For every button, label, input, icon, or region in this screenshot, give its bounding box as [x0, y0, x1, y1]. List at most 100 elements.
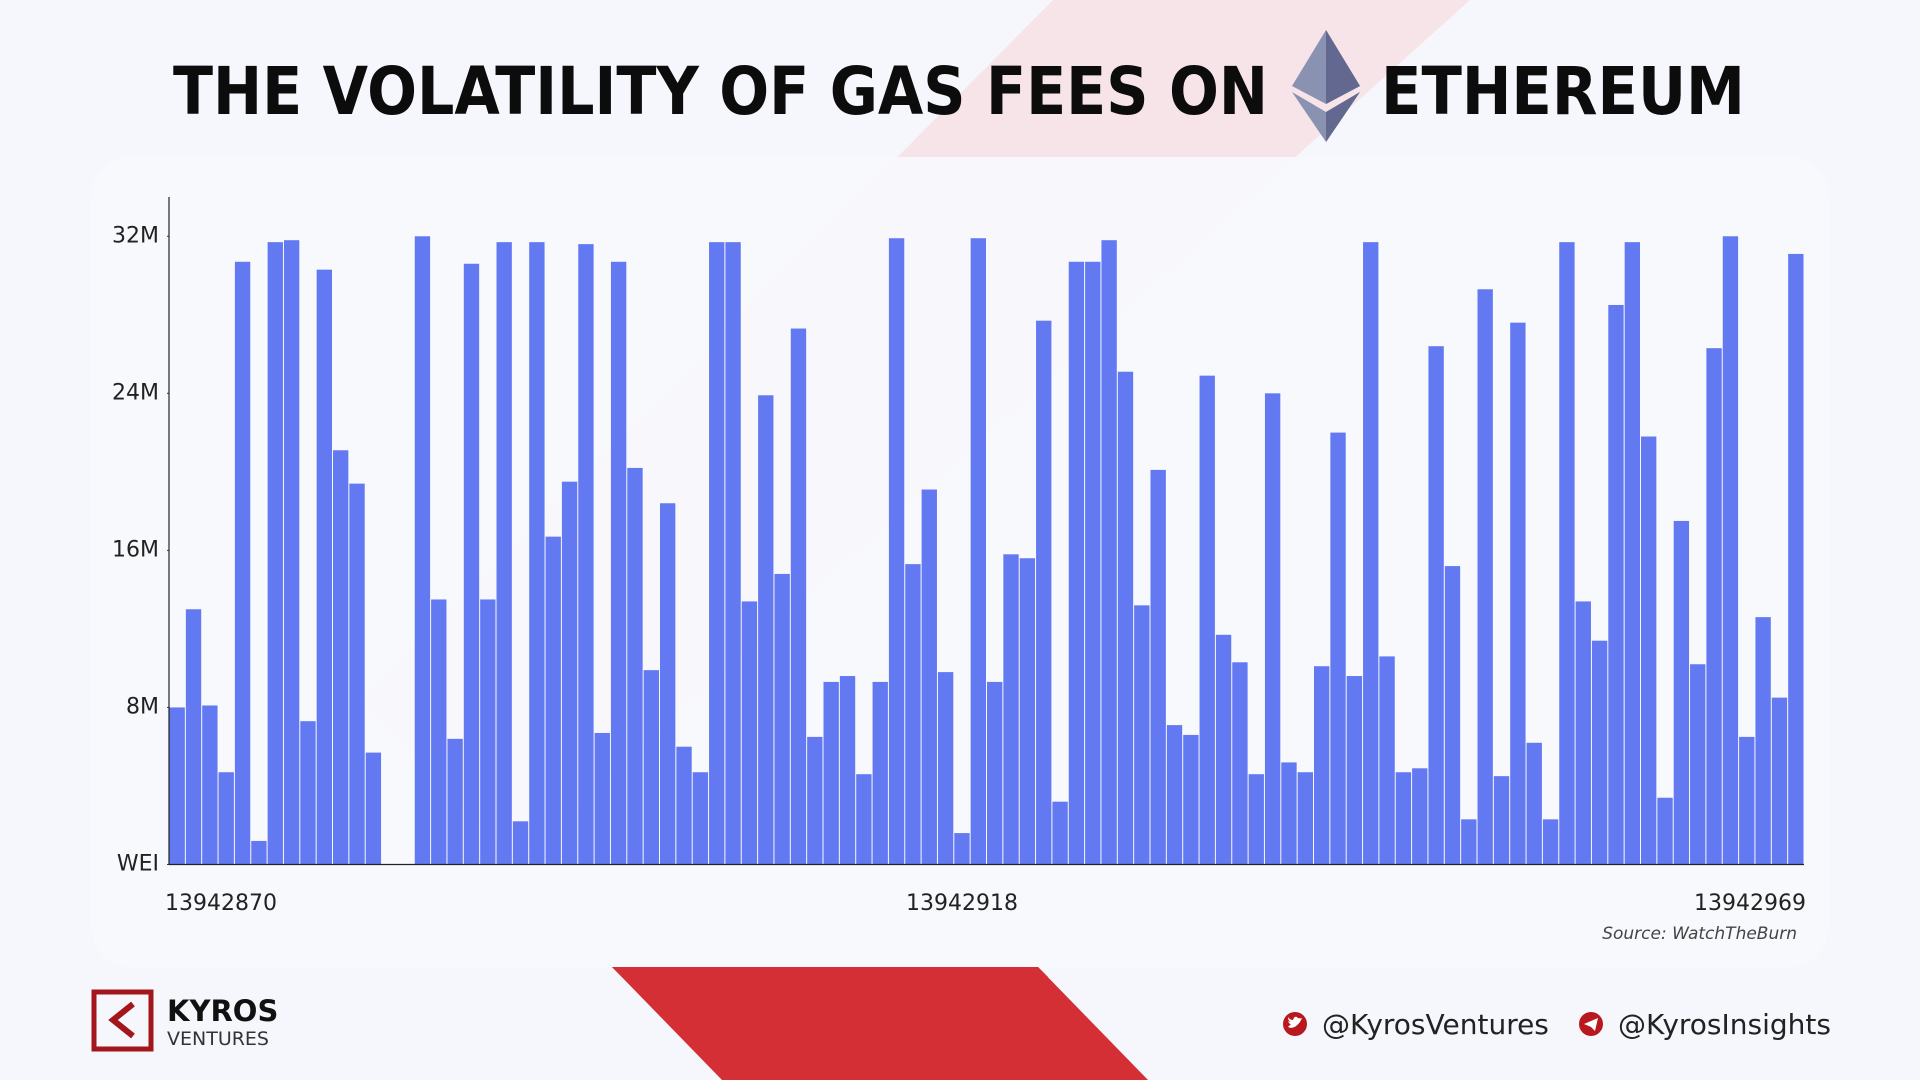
x-tick-label: 13942969: [1694, 891, 1806, 916]
bar: [1199, 375, 1215, 865]
bar: [333, 450, 349, 865]
bar: [1003, 554, 1019, 865]
bar: [1134, 605, 1150, 865]
bar: [725, 242, 741, 865]
bar: [1526, 742, 1542, 865]
bar: [1444, 566, 1461, 865]
y-tick-label: 16M: [112, 537, 159, 562]
bar: [316, 269, 332, 865]
bar: [1068, 261, 1085, 865]
bar: [1019, 558, 1036, 865]
bar: [856, 774, 872, 865]
bar: [561, 481, 578, 865]
y-tick-label: 8M: [126, 694, 159, 719]
bar: [1657, 797, 1673, 865]
bar: [218, 772, 234, 865]
bar: [578, 244, 594, 865]
bar: [512, 821, 529, 865]
bar: [185, 609, 202, 865]
bar: [1461, 819, 1477, 865]
bar: [594, 732, 610, 865]
bar: [251, 840, 267, 865]
bar: [349, 483, 365, 865]
brand-name: KYROS: [167, 994, 278, 1028]
bar: [1722, 236, 1739, 865]
chart-title: THE VOLATILITY OF GAS FEES ON: [173, 53, 1268, 130]
brand-logo: [91, 989, 154, 1052]
bar: [1264, 393, 1281, 865]
bar: [1330, 432, 1346, 865]
bar: [627, 467, 643, 865]
bar: [839, 676, 856, 865]
bar: [234, 261, 251, 865]
bar: [1281, 762, 1297, 865]
bar: [1510, 322, 1526, 865]
bar: [1297, 772, 1313, 865]
bar: [1150, 469, 1166, 865]
bar: [1771, 697, 1788, 865]
plot-area: WEI 8M 16M 24M 32M 13942870 13942918 13942969: [112, 197, 1806, 916]
bar: [1641, 436, 1657, 865]
bar: [202, 705, 218, 865]
ethereum-logo: [1292, 30, 1360, 142]
bar: [970, 238, 986, 865]
bar: [905, 564, 921, 865]
background-red-shape: [612, 967, 1148, 1080]
bar: [1117, 371, 1134, 865]
bar: [790, 328, 807, 865]
bar: [1232, 662, 1248, 865]
bar: [1755, 617, 1771, 865]
bar: [807, 736, 823, 865]
bar: [1673, 520, 1690, 865]
bar: [1183, 734, 1199, 865]
bar: [463, 263, 480, 865]
bar: [1493, 776, 1510, 865]
bar: [1346, 676, 1363, 865]
bar: [1085, 261, 1101, 865]
bar: [823, 681, 839, 865]
background-red-edge: [612, 967, 1048, 977]
bar: [692, 772, 709, 865]
bar: [1591, 640, 1608, 865]
bar: [365, 752, 382, 865]
bar: [431, 599, 447, 865]
bar: [1166, 725, 1183, 865]
bar: [169, 707, 185, 865]
y-tick-label: WEI: [117, 852, 159, 877]
bar: [1428, 346, 1444, 865]
y-tick-label: 24M: [112, 380, 159, 405]
bar: [888, 238, 905, 865]
bar: [447, 738, 463, 865]
bar: [1215, 634, 1232, 865]
bar: [1542, 819, 1559, 865]
bar: [741, 601, 758, 865]
bar: [529, 242, 545, 865]
x-tick-label: 13942870: [165, 891, 277, 916]
bar: [774, 573, 790, 865]
bar: [872, 681, 888, 865]
bar: [1412, 768, 1428, 865]
x-tick-label: 13942918: [906, 891, 1018, 916]
bar: [676, 746, 692, 865]
bar: [480, 599, 496, 865]
bar: [758, 395, 774, 865]
bar: [1052, 801, 1068, 865]
telegram-handle[interactable]: @KyrosInsights: [1618, 1008, 1831, 1041]
bar: [1477, 289, 1493, 865]
bar: [1575, 601, 1591, 865]
twitter-handle[interactable]: @KyrosVentures: [1322, 1008, 1549, 1041]
bar: [283, 240, 300, 865]
bar: [937, 672, 954, 865]
bar: [414, 236, 431, 865]
bar: [1706, 348, 1722, 865]
bar: [1363, 242, 1379, 865]
bar: [1314, 666, 1330, 865]
bar: [987, 681, 1003, 865]
bar: [660, 503, 676, 865]
chart-title-end: ETHEREUM: [1381, 53, 1745, 130]
bar: [545, 536, 561, 865]
bar: [954, 833, 970, 865]
bar: [921, 489, 937, 865]
bar: [1036, 320, 1052, 865]
